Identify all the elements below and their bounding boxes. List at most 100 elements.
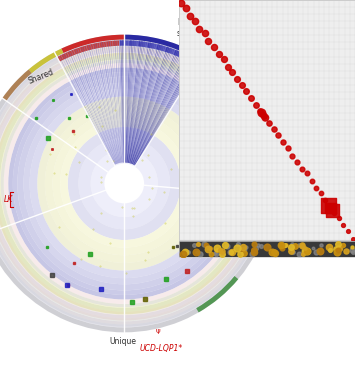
- Point: [225, 64, 230, 70]
- Point: [304, 248, 310, 254]
- Point: [341, 242, 346, 248]
- Wedge shape: [119, 40, 196, 64]
- Wedge shape: [124, 34, 194, 57]
- Wedge shape: [1, 60, 248, 307]
- Point: [253, 245, 258, 251]
- Point: [273, 250, 278, 256]
- Point: [264, 244, 269, 250]
- Point: [282, 242, 288, 248]
- Point: [191, 242, 197, 248]
- Point: [198, 251, 203, 257]
- Point: [350, 249, 355, 255]
- Point: [310, 245, 315, 251]
- Text: LK: LK: [4, 195, 13, 204]
- Point: [234, 76, 240, 82]
- Wedge shape: [17, 77, 231, 290]
- Point: [318, 190, 324, 196]
- Point: [318, 242, 324, 248]
- Point: [214, 245, 220, 251]
- Point: [241, 250, 247, 256]
- Point: [269, 249, 274, 255]
- Point: [211, 44, 217, 50]
- Circle shape: [110, 170, 138, 197]
- Point: [219, 251, 224, 257]
- Point: [194, 249, 200, 255]
- Point: [289, 241, 295, 247]
- Point: [183, 6, 189, 11]
- Point: [257, 108, 262, 114]
- Wedge shape: [193, 59, 237, 99]
- Point: [327, 203, 332, 209]
- Point: [290, 249, 296, 255]
- Point: [323, 197, 328, 203]
- Point: [331, 210, 337, 216]
- Point: [290, 153, 295, 159]
- Point: [313, 185, 319, 190]
- Text: ψ: ψ: [155, 328, 160, 334]
- Point: [275, 132, 281, 138]
- Point: [201, 241, 207, 247]
- Point: [251, 247, 257, 252]
- Point: [229, 248, 235, 254]
- Point: [239, 82, 245, 88]
- Text: UCD-LQP1*: UCD-LQP1*: [140, 344, 183, 353]
- Point: [258, 243, 264, 249]
- Point: [224, 243, 230, 249]
- Point: [235, 241, 241, 247]
- Point: [216, 51, 222, 57]
- Point: [205, 243, 211, 249]
- Point: [179, 0, 184, 6]
- Point: [212, 250, 218, 256]
- Wedge shape: [0, 49, 259, 318]
- Wedge shape: [2, 69, 32, 101]
- Point: [243, 244, 248, 250]
- Point: [336, 215, 342, 221]
- Point: [206, 246, 211, 252]
- Point: [326, 244, 332, 250]
- Point: [271, 126, 277, 132]
- Point: [335, 241, 340, 247]
- Wedge shape: [0, 40, 268, 327]
- Point: [214, 247, 220, 253]
- Point: [195, 241, 201, 247]
- Wedge shape: [4, 63, 245, 304]
- Point: [213, 251, 219, 257]
- Point: [280, 139, 286, 145]
- Point: [283, 242, 289, 248]
- Point: [296, 251, 301, 257]
- Wedge shape: [37, 97, 211, 270]
- Point: [261, 112, 267, 118]
- Point: [326, 203, 332, 208]
- Point: [344, 248, 349, 254]
- Wedge shape: [78, 138, 170, 229]
- Wedge shape: [45, 104, 204, 263]
- Point: [248, 95, 254, 101]
- Point: [294, 159, 300, 165]
- Point: [302, 248, 308, 254]
- Wedge shape: [68, 127, 181, 240]
- Wedge shape: [57, 40, 119, 62]
- Wedge shape: [0, 52, 256, 315]
- Wedge shape: [13, 72, 236, 295]
- Wedge shape: [0, 53, 255, 314]
- Point: [266, 120, 272, 126]
- Point: [327, 247, 333, 253]
- Point: [278, 241, 284, 247]
- Point: [334, 250, 340, 255]
- Wedge shape: [8, 68, 240, 299]
- Text: Unique: Unique: [109, 337, 136, 346]
- Point: [317, 248, 323, 254]
- Point: [285, 145, 291, 151]
- Point: [340, 222, 346, 228]
- Point: [253, 102, 259, 108]
- Wedge shape: [0, 46, 262, 321]
- Point: [237, 251, 243, 257]
- Point: [234, 246, 240, 251]
- Point: [304, 248, 309, 254]
- Point: [218, 247, 223, 253]
- Point: [289, 250, 295, 255]
- Point: [238, 246, 244, 252]
- Point: [206, 38, 211, 44]
- Wedge shape: [29, 48, 64, 73]
- Wedge shape: [0, 55, 252, 312]
